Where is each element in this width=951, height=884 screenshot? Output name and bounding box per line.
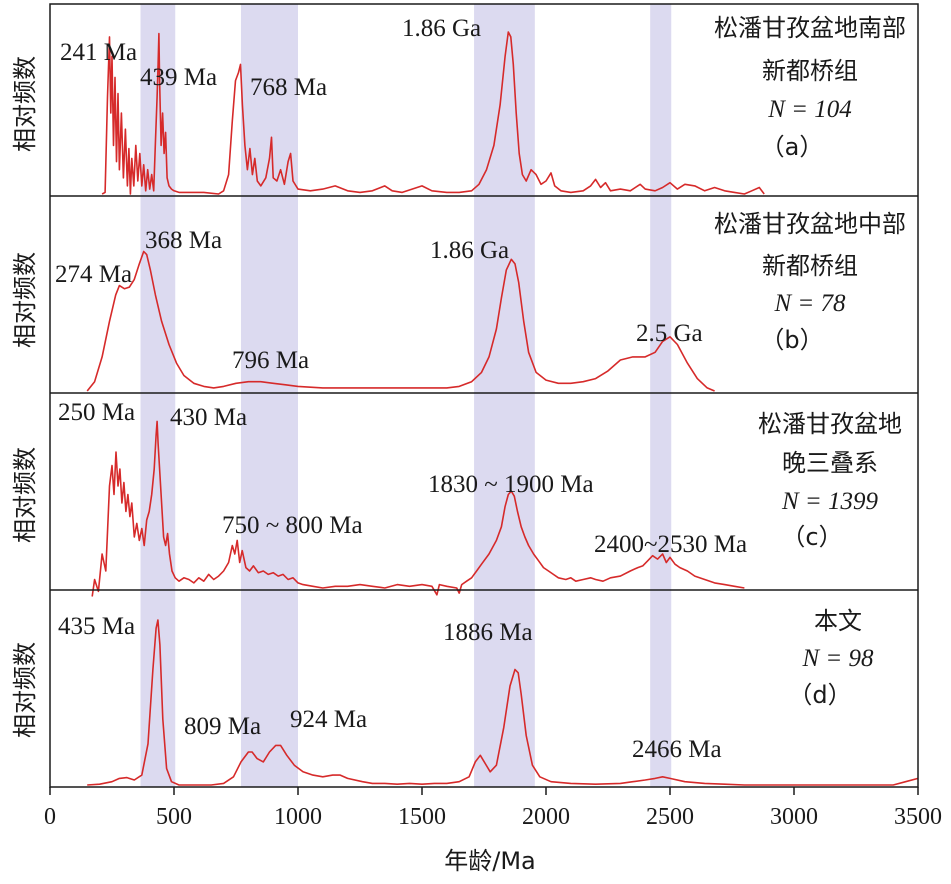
peak-label: 2.5 Ga [636, 320, 703, 347]
x-tick-label: 1000 [274, 804, 322, 830]
panel-frames [49, 3, 919, 788]
highlight-band-4 [650, 4, 672, 787]
x-tick-label: 0 [44, 804, 56, 830]
sample-count-c: N = 1399 [781, 488, 879, 515]
sample-count-d: N = 98 [801, 645, 874, 672]
peak-label: 250 Ma [58, 399, 135, 426]
panel-title-b: 新都桥组 [762, 252, 858, 280]
y-axis-label-d: 相对频数 [11, 642, 39, 738]
series-line-d [87, 619, 919, 786]
x-tick-label: 500 [156, 804, 192, 830]
panel-title-d: 本文 [814, 607, 862, 635]
peak-label: 368 Ma [145, 227, 222, 254]
panel-title-b: 松潘甘孜盆地中部 [714, 210, 906, 238]
peak-label: 924 Ma [290, 706, 367, 733]
plot-frame [49, 3, 919, 788]
highlight-band-1 [140, 4, 176, 787]
panel-title-c: 晚三叠系 [782, 449, 878, 477]
panel-tag-d: （d） [788, 681, 851, 709]
peak-label: 435 Ma [58, 613, 135, 640]
peak-label: 1830 ~ 1900 Ma [428, 471, 594, 498]
x-tick-label: 2000 [522, 804, 570, 830]
highlight-band-2 [240, 4, 298, 787]
age-spectra [86, 31, 919, 786]
peak-label: 1886 Ma [443, 619, 533, 646]
peak-label: 750 ~ 800 Ma [222, 512, 363, 539]
peak-label: 1.86 Ga [402, 15, 481, 42]
x-tick-label: 3000 [770, 804, 818, 830]
peak-label: 274 Ma [55, 261, 132, 288]
peak-label: 809 Ma [184, 713, 261, 740]
x-axis: 0 500 1000 1500 2000 2500 3000 3500 [44, 787, 942, 830]
peak-label: 1.86 Ga [430, 237, 509, 264]
series-line-b [86, 250, 715, 392]
peak-label: 241 Ma [60, 39, 137, 66]
x-tick-label: 3500 [894, 804, 942, 830]
y-axis-label-c: 相对频数 [11, 447, 39, 543]
sample-count-b: N = 78 [773, 290, 846, 317]
panel-tag-b: （b） [760, 326, 823, 354]
x-tick-label: 2500 [646, 804, 694, 830]
panel-tag-a: （a） [761, 133, 824, 161]
peak-label: 439 Ma [140, 64, 217, 91]
panel-title-a: 松潘甘孜盆地南部 [714, 14, 906, 42]
panel-tag-c: （c） [781, 523, 842, 551]
peak-label: 768 Ma [250, 74, 327, 101]
peak-label: 796 Ma [232, 347, 309, 374]
panel-title-c: 松潘甘孜盆地 [758, 410, 902, 438]
series-line-c [91, 420, 745, 597]
x-axis-label: 年龄/Ma [444, 847, 536, 875]
highlight-bands [140, 4, 672, 787]
peak-label: 430 Ma [170, 404, 247, 431]
sample-count-a: N = 104 [767, 96, 852, 123]
highlight-band-3 [474, 4, 535, 787]
peak-label: 2400~2530 Ma [594, 531, 747, 558]
panel-title-a: 新都桥组 [762, 57, 858, 85]
series-line-a [101, 31, 765, 195]
x-tick-label: 1500 [398, 804, 446, 830]
peak-label: 2466 Ma [632, 736, 722, 763]
y-axis-label-a: 相对频数 [11, 56, 39, 152]
y-axis-label-b: 相对频数 [11, 252, 39, 348]
